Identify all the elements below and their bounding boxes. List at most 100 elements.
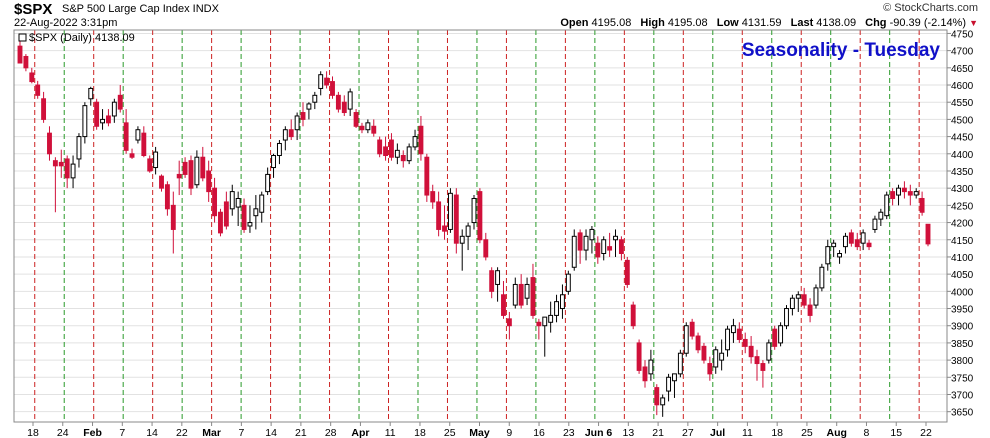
x-tick-label: 18 [771, 427, 783, 438]
candle-body [784, 308, 789, 327]
candle-body [601, 239, 607, 255]
y-tick-label: 3750 [951, 373, 974, 384]
y-tick-label: 4400 [951, 150, 974, 161]
candle-body [683, 325, 689, 354]
x-tick-label: 7 [238, 427, 244, 438]
candle-body [129, 153, 135, 158]
high-label: High [640, 17, 665, 29]
candle-body [206, 170, 212, 193]
candle-body [801, 294, 807, 306]
candle-body [754, 356, 760, 365]
candle-body [512, 283, 518, 306]
candle-body [866, 242, 872, 248]
candle-body [465, 225, 471, 237]
chart-header: $SPX S&P 500 Large Cap Index INDX 22-Aug… [0, 0, 990, 30]
candle-body [695, 335, 701, 351]
last-label: Last [790, 17, 814, 29]
candle-body [235, 197, 241, 208]
candle-body [324, 77, 330, 86]
candle-body [736, 328, 742, 340]
candle-body [164, 184, 170, 210]
candle-body [813, 287, 819, 306]
candle-body [571, 235, 577, 268]
x-tick-label: 21 [652, 427, 664, 438]
candle-body [430, 191, 436, 203]
candle-body [159, 175, 164, 189]
x-tick-label: 14 [146, 427, 158, 438]
candle-body [701, 345, 707, 361]
candle-body [489, 270, 495, 292]
candle-body [878, 211, 884, 220]
candle-body [306, 103, 312, 110]
candle-body [554, 301, 559, 316]
candle-body [194, 156, 200, 186]
high-value: 4195.08 [667, 17, 708, 29]
candle-body [677, 352, 683, 375]
y-tick-label: 4200 [951, 219, 974, 230]
candle-body [176, 173, 182, 179]
symbol-label: $SPX [14, 1, 53, 18]
candle-body [630, 304, 636, 327]
x-tick-label: 22 [176, 427, 188, 438]
candle-body [848, 232, 854, 244]
candle-body [47, 132, 52, 155]
candle-body [442, 225, 447, 232]
x-tick-label: 14 [265, 427, 277, 438]
candle-body [58, 161, 64, 167]
candle-body [495, 270, 501, 285]
candle-body [111, 101, 117, 117]
chart-title: Seasonality - Tuesday [742, 40, 941, 61]
candle-body [23, 55, 29, 69]
y-tick-label: 4100 [951, 253, 974, 264]
candle-body [890, 191, 896, 199]
candle-body [565, 273, 571, 292]
plot-frame [13, 29, 948, 423]
candle-body [925, 223, 931, 245]
x-tick-label: 15 [890, 427, 902, 438]
candle-body [748, 345, 754, 358]
candle-body [35, 84, 41, 96]
candle-body [294, 115, 300, 131]
x-tick-label: Jun 6 [585, 427, 613, 438]
candle-body [312, 94, 318, 103]
x-tick-label: 9 [506, 427, 512, 438]
x-tick-label: 27 [682, 427, 694, 438]
candle-body [672, 373, 677, 382]
candle-body [70, 163, 76, 179]
candle-body [447, 192, 453, 230]
candle-body [459, 235, 465, 244]
candle-body [412, 136, 418, 148]
candle-body [347, 91, 353, 110]
candle-body [300, 112, 306, 120]
candle-body [265, 173, 271, 193]
candle-body [389, 139, 394, 158]
candle-body [536, 321, 542, 327]
candle-body [577, 232, 583, 251]
y-tick-label: 4700 [951, 47, 974, 58]
candle-body [772, 328, 778, 347]
candle-body [17, 45, 23, 64]
down-triangle-icon: ▼ [969, 18, 978, 28]
x-tick-label: 18 [414, 427, 426, 438]
candle-body [648, 359, 654, 375]
candle-body [642, 366, 648, 382]
x-tick-label: 11 [742, 427, 753, 438]
x-tick-label: May [469, 427, 490, 438]
candle-body [365, 122, 371, 131]
candle-body [636, 342, 642, 371]
candle-body [153, 151, 159, 169]
x-tick-label: Aug [826, 427, 846, 438]
candle-body [41, 98, 47, 120]
candle-body [394, 149, 400, 158]
x-tick-label: 18 [27, 427, 39, 438]
candle-body [624, 259, 630, 285]
candle-body [271, 155, 276, 169]
x-tick-label: 22 [920, 427, 932, 438]
candle-body [377, 139, 383, 155]
candle-body [170, 204, 176, 230]
candle-body [94, 101, 100, 127]
x-tick-label: Mar [202, 427, 221, 438]
candle-body [400, 155, 406, 162]
candle-body [854, 239, 860, 248]
open-value: 4195.08 [591, 17, 632, 29]
